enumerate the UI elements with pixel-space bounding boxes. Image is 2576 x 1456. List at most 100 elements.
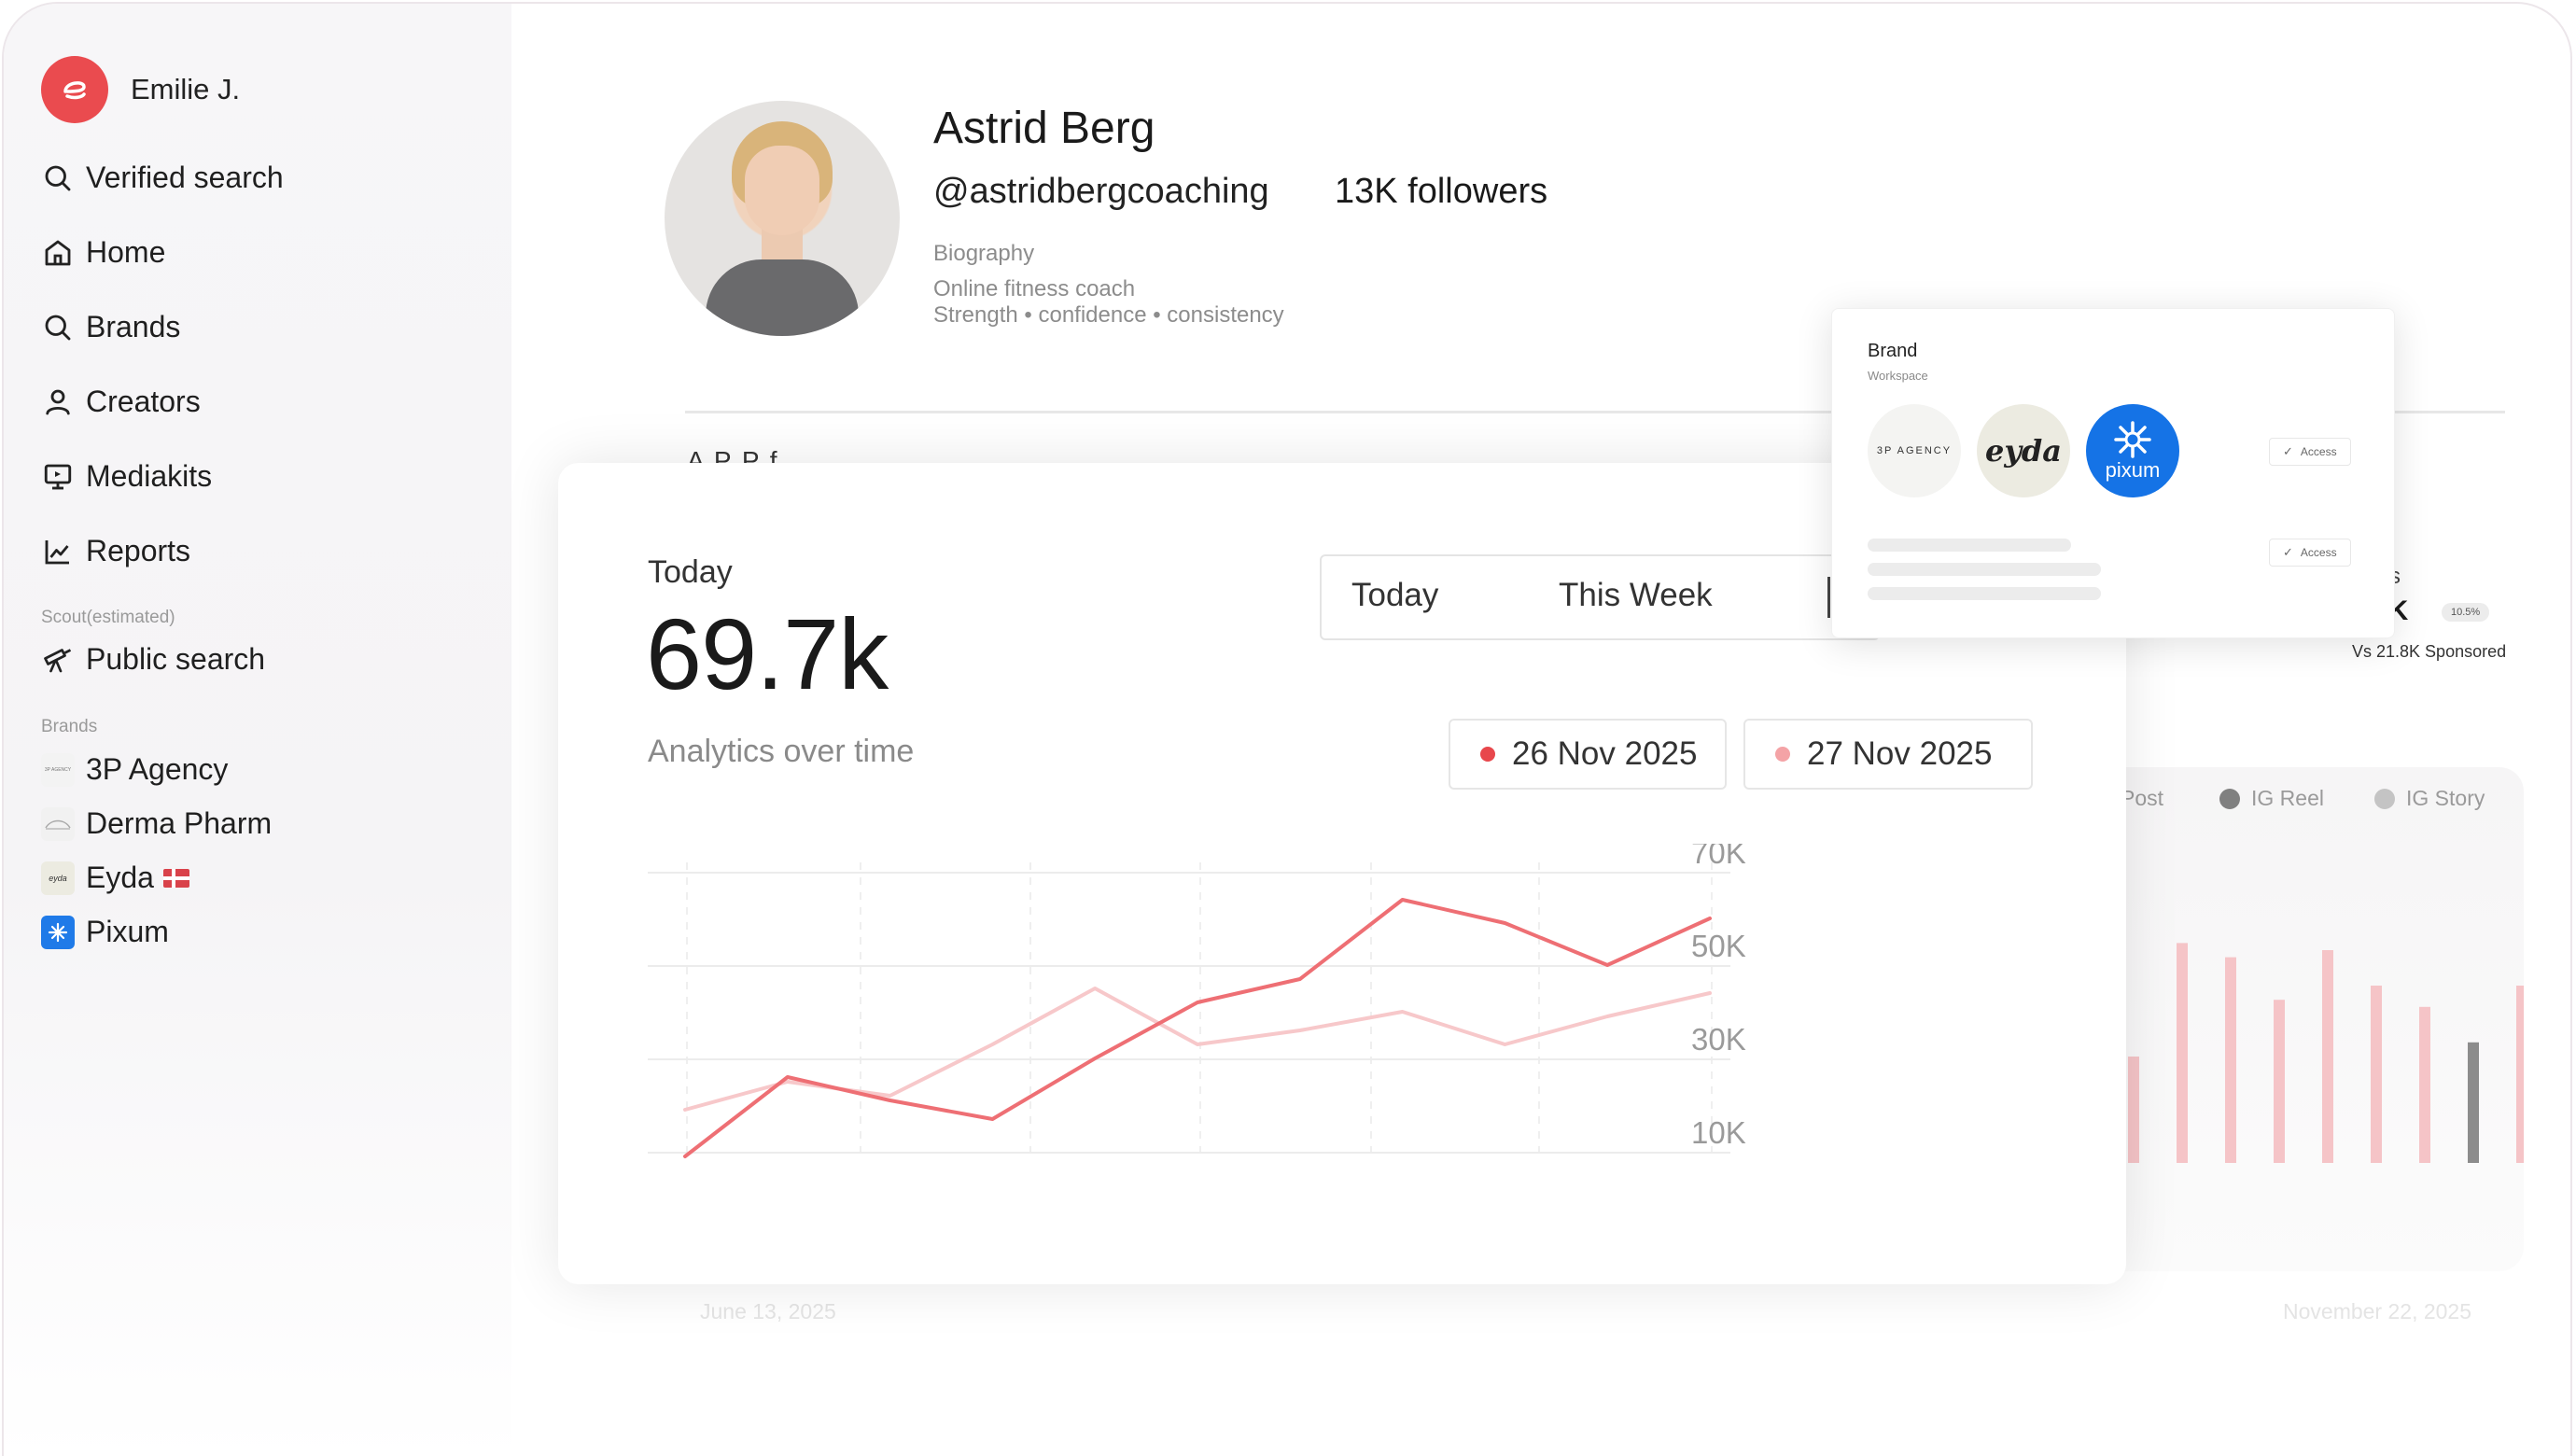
sidebar: Emilie J. Verified search Home Brands Cr…	[4, 4, 511, 1456]
legend-label: IG Reel	[2251, 786, 2324, 810]
sidebar-brand-3p-agency[interactable]: 3P AGENCY 3P Agency	[41, 752, 228, 787]
pixum-logo	[41, 915, 75, 949]
analytics-total-value: 69.7k	[646, 597, 889, 710]
legend-dot	[2219, 788, 2240, 809]
creator-name: Astrid Berg	[933, 104, 1155, 153]
series-color-dot	[1775, 747, 1790, 762]
nav-verified-search[interactable]: Verified search	[41, 161, 284, 195]
stat-comparison: Vs 21.8K Sponsored	[2352, 642, 2507, 661]
legend-ig-reel[interactable]: IG Reel	[2219, 786, 2324, 811]
series-line	[683, 898, 1712, 1158]
check-icon: ✓	[2283, 545, 2293, 559]
access-label: Access	[2300, 546, 2337, 559]
series-line	[683, 987, 1712, 1112]
eyda-logo: eyda	[41, 861, 75, 895]
series-color-dot	[1480, 747, 1495, 762]
derma-pharm-logo	[41, 806, 75, 841]
brand-logo-text: eyda	[1984, 433, 2063, 469]
creator-handle[interactable]: @astridbergcoaching	[933, 172, 1269, 211]
content-bar	[2468, 1042, 2479, 1163]
popup-title: Brand	[1868, 341, 1918, 361]
nav-label: Mediakits	[86, 459, 213, 493]
loading-placeholder	[1868, 539, 2071, 552]
segment-divider	[1827, 577, 1830, 618]
analytics-subtitle: Analytics over time	[648, 734, 915, 769]
nav-home[interactable]: Home	[41, 235, 165, 270]
sidebar-brand-eyda[interactable]: eyda Eyda	[41, 861, 189, 895]
telescope-icon	[44, 648, 72, 672]
brand-workspace-popup: Brand Workspace 3P AGENCY eyda pixum ✓ A…	[1831, 308, 2395, 638]
nav-mediakits[interactable]: Mediakits	[41, 459, 212, 494]
loading-placeholder	[1868, 563, 2101, 576]
nav-label: Creators	[86, 385, 201, 418]
tab-today[interactable]: Today	[1351, 577, 1439, 613]
brand-logo-eyda[interactable]: eyda	[1977, 404, 2070, 497]
date-filter-27-nov[interactable]: 27 Nov 2025	[1743, 719, 2033, 790]
brand-label: Eyda	[86, 861, 154, 894]
brand-logo-text: pixum	[2105, 458, 2161, 482]
brand-logo-3p-agency[interactable]: 3P AGENCY	[1868, 404, 1961, 497]
content-bar	[2177, 943, 2188, 1163]
analytics-line-chart: 70K 50K 30K 10K	[648, 844, 1746, 1158]
content-bar	[2225, 957, 2236, 1163]
nav-label: Verified search	[86, 161, 284, 194]
content-bar	[2371, 986, 2382, 1163]
y-tick-label: 70K	[1691, 844, 1746, 870]
sidebar-brand-pixum[interactable]: Pixum	[41, 915, 169, 949]
date-label: 26 Nov 2025	[1512, 735, 1698, 772]
home-icon	[45, 240, 71, 265]
brand-logo-text: 3P AGENCY	[1876, 445, 1953, 456]
biography-label: Biography	[933, 241, 1035, 266]
period-label: Today	[648, 554, 733, 590]
content-bar	[2419, 1006, 2430, 1163]
brand-label: Derma Pharm	[86, 806, 273, 840]
content-bar	[2322, 950, 2333, 1163]
nav-public-search[interactable]: Public search	[41, 642, 265, 677]
y-tick-label: 10K	[1691, 1115, 1746, 1150]
content-type-panel	[2057, 767, 2524, 1271]
legend-label: Post	[2121, 786, 2164, 810]
access-badge[interactable]: ✓ Access	[2269, 539, 2351, 567]
nav-label: Public search	[86, 642, 266, 676]
biography-line: Online fitness coach	[933, 276, 1136, 301]
brand-logo-pixum[interactable]: pixum	[2086, 404, 2179, 497]
nav-reports[interactable]: Reports	[41, 534, 190, 568]
popup-subtitle: Workspace	[1868, 369, 1928, 383]
nav-creators[interactable]: Creators	[41, 385, 201, 419]
legend-post[interactable]: Post	[2121, 786, 2163, 811]
line-chart-icon	[45, 539, 69, 564]
loading-placeholder	[1868, 587, 2101, 600]
tab-this-week[interactable]: This Week	[1559, 577, 1713, 613]
date-filter-26-nov[interactable]: 26 Nov 2025	[1449, 719, 1727, 790]
legend-ig-story[interactable]: IG Story	[2374, 786, 2485, 811]
nav-brands[interactable]: Brands	[41, 310, 180, 344]
biography-line: Strength • confidence • consistency	[933, 302, 1284, 328]
access-badge[interactable]: ✓ Access	[2269, 438, 2351, 466]
search-icon	[45, 165, 71, 190]
range-start-date: June 13, 2025	[700, 1299, 836, 1323]
app-logo-icon	[41, 56, 108, 123]
sidebar-brand-derma-pharm[interactable]: Derma Pharm	[41, 806, 272, 841]
brand-label: 3P Agency	[86, 752, 229, 786]
user-name: Emilie J.	[131, 73, 241, 105]
pixum-star-icon	[2114, 421, 2151, 458]
danish-flag-icon	[162, 868, 189, 888]
nav-label: Reports	[86, 534, 191, 567]
brand-label: Pixum	[86, 915, 169, 948]
scout-section-label: Scout(estimated)	[41, 608, 175, 627]
content-type-bar-chart	[2128, 943, 2524, 1163]
y-tick-label: 50K	[1691, 929, 1746, 963]
y-tick-label: 30K	[1691, 1022, 1746, 1057]
user-account[interactable]: Emilie J.	[41, 56, 240, 123]
content-bar	[2128, 1057, 2139, 1163]
nav-label: Home	[86, 235, 166, 269]
check-icon: ✓	[2283, 444, 2293, 458]
date-label: 27 Nov 2025	[1807, 735, 1993, 772]
access-label: Access	[2300, 445, 2337, 458]
content-bar	[2516, 986, 2524, 1163]
content-bar	[2274, 1000, 2285, 1163]
creator-avatar	[665, 101, 900, 336]
3p-agency-logo: 3P AGENCY	[41, 752, 75, 787]
stat-change-badge: 10.5%	[2442, 603, 2490, 622]
